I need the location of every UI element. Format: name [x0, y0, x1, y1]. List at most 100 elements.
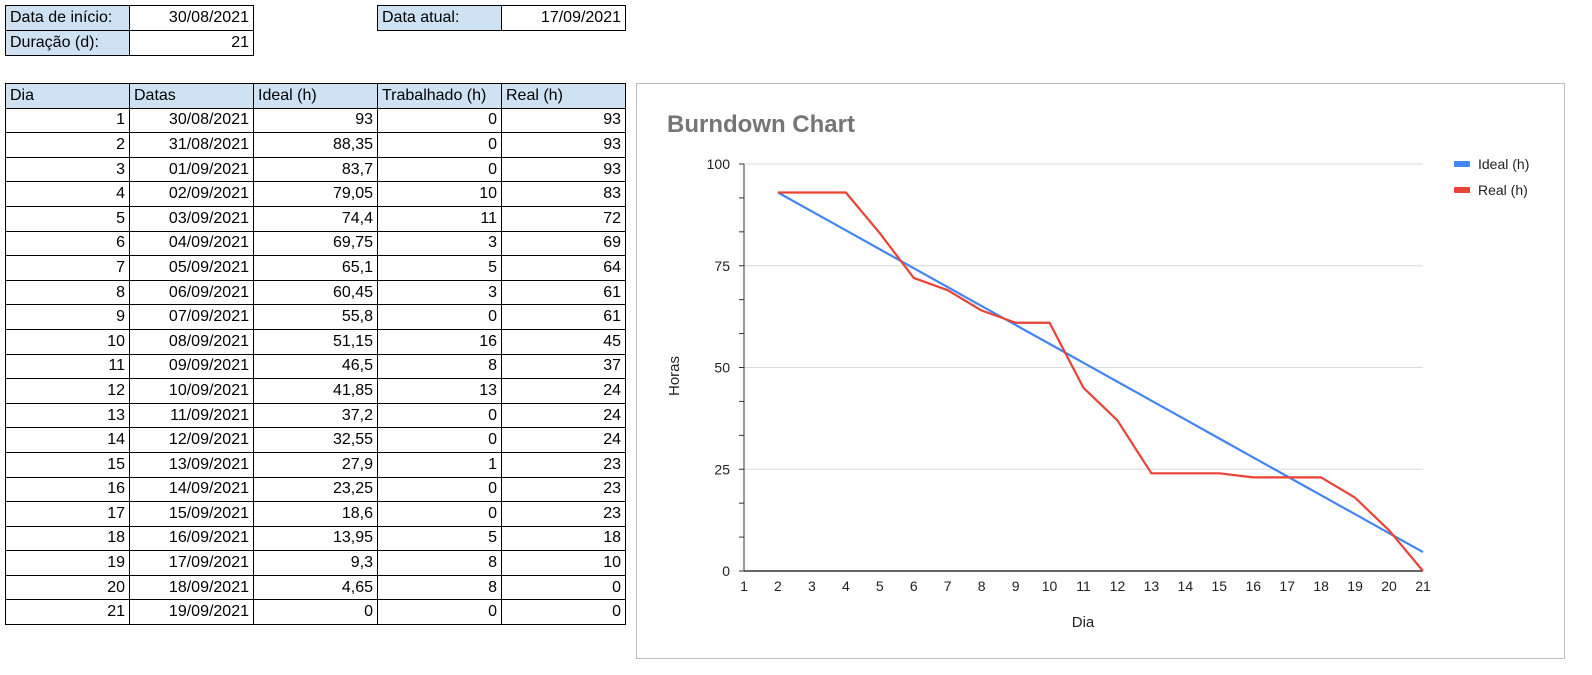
cell-dia[interactable]: 14	[5, 427, 130, 453]
cell-data[interactable]: 13/09/2021	[129, 451, 254, 478]
cell-real[interactable]: 23	[501, 476, 626, 503]
cell-ideal[interactable]: 79,05	[253, 181, 378, 207]
cell-real[interactable]: 93	[501, 132, 626, 158]
cell-trabalhado[interactable]: 3	[377, 279, 502, 306]
cell-trabalhado[interactable]: 10	[377, 181, 502, 207]
cell-ideal[interactable]: 0	[253, 599, 378, 626]
cell-data[interactable]: 14/09/2021	[129, 476, 254, 503]
cell-real[interactable]: 69	[501, 230, 626, 257]
cell-dia[interactable]: 19	[5, 550, 130, 576]
cell-trabalhado[interactable]: 16	[377, 328, 502, 355]
cell-ideal[interactable]: 18,6	[253, 501, 378, 527]
cell-data[interactable]: 05/09/2021	[129, 255, 254, 281]
cell-dia[interactable]: 11	[5, 353, 130, 380]
cell-real[interactable]: 83	[501, 181, 626, 207]
cell-ideal[interactable]: 32,55	[253, 427, 378, 453]
cell-trabalhado[interactable]: 0	[377, 476, 502, 503]
cell-trabalhado[interactable]: 0	[377, 156, 502, 183]
cell-ideal[interactable]: 27,9	[253, 451, 378, 478]
cell-data[interactable]: 03/09/2021	[129, 205, 254, 232]
cell-ideal[interactable]: 37,2	[253, 402, 378, 429]
cell-trabalhado[interactable]: 0	[377, 599, 502, 626]
cell-ideal[interactable]: 88,35	[253, 132, 378, 158]
cell-data[interactable]: 31/08/2021	[129, 132, 254, 158]
cell-trabalhado[interactable]: 0	[377, 402, 502, 429]
cell-ideal[interactable]: 74,4	[253, 205, 378, 232]
cell-dia[interactable]: 20	[5, 574, 130, 601]
cell-real[interactable]: 0	[501, 599, 626, 626]
cell-data[interactable]: 01/09/2021	[129, 156, 254, 183]
cell-real[interactable]: 24	[501, 378, 626, 404]
cell-trabalhado[interactable]: 0	[377, 501, 502, 527]
cell-ideal[interactable]: 41,85	[253, 378, 378, 404]
cell-real[interactable]: 64	[501, 255, 626, 281]
cell-real[interactable]: 23	[501, 501, 626, 527]
cell-trabalhado[interactable]: 0	[377, 107, 502, 134]
cell-dia[interactable]: 9	[5, 304, 130, 330]
cell-dia[interactable]: 16	[5, 476, 130, 503]
cell-ideal[interactable]: 13,95	[253, 525, 378, 552]
cell-data[interactable]: 07/09/2021	[129, 304, 254, 330]
cell-dia[interactable]: 10	[5, 328, 130, 355]
column-header-dia[interactable]: Dia	[5, 83, 130, 109]
cell-real[interactable]: 18	[501, 525, 626, 552]
start-date-value[interactable]: 30/08/2021	[129, 5, 254, 31]
current-date-value[interactable]: 17/09/2021	[501, 5, 626, 31]
cell-dia[interactable]: 1	[5, 107, 130, 134]
cell-real[interactable]: 61	[501, 304, 626, 330]
cell-data[interactable]: 10/09/2021	[129, 378, 254, 404]
cell-trabalhado[interactable]: 0	[377, 304, 502, 330]
cell-dia[interactable]: 8	[5, 279, 130, 306]
cell-real[interactable]: 37	[501, 353, 626, 380]
cell-dia[interactable]: 12	[5, 378, 130, 404]
cell-data[interactable]: 08/09/2021	[129, 328, 254, 355]
cell-data[interactable]: 15/09/2021	[129, 501, 254, 527]
cell-real[interactable]: 24	[501, 427, 626, 453]
cell-data[interactable]: 06/09/2021	[129, 279, 254, 306]
cell-trabalhado[interactable]: 13	[377, 378, 502, 404]
cell-trabalhado[interactable]: 11	[377, 205, 502, 232]
cell-dia[interactable]: 7	[5, 255, 130, 281]
cell-dia[interactable]: 13	[5, 402, 130, 429]
cell-ideal[interactable]: 55,8	[253, 304, 378, 330]
series-line-ideal[interactable]	[777, 191, 1424, 554]
cell-ideal[interactable]: 60,45	[253, 279, 378, 306]
cell-data[interactable]: 12/09/2021	[129, 427, 254, 453]
cell-data[interactable]: 11/09/2021	[129, 402, 254, 429]
cell-trabalhado[interactable]: 5	[377, 525, 502, 552]
cell-trabalhado[interactable]: 8	[377, 550, 502, 576]
cell-data[interactable]: 18/09/2021	[129, 574, 254, 601]
cell-trabalhado[interactable]: 8	[377, 574, 502, 601]
cell-data[interactable]: 17/09/2021	[129, 550, 254, 576]
cell-real[interactable]: 24	[501, 402, 626, 429]
cell-dia[interactable]: 3	[5, 156, 130, 183]
series-line-real[interactable]	[777, 191, 1424, 572]
cell-real[interactable]: 61	[501, 279, 626, 306]
burndown-chart-panel[interactable]: Burndown Chart 0 25 50 75 100 1 2 3 4 5 6 7 8 9 10 11 12…	[636, 83, 1565, 659]
cell-data[interactable]: 04/09/2021	[129, 230, 254, 257]
cell-data[interactable]: 09/09/2021	[129, 353, 254, 380]
cell-ideal[interactable]: 93	[253, 107, 378, 134]
cell-ideal[interactable]: 65,1	[253, 255, 378, 281]
cell-data[interactable]: 02/09/2021	[129, 181, 254, 207]
cell-ideal[interactable]: 69,75	[253, 230, 378, 257]
cell-real[interactable]: 23	[501, 451, 626, 478]
cell-ideal[interactable]: 46,5	[253, 353, 378, 380]
cell-trabalhado[interactable]: 0	[377, 132, 502, 158]
column-header-ideal[interactable]: Ideal (h)	[253, 83, 378, 109]
cell-real[interactable]: 72	[501, 205, 626, 232]
cell-dia[interactable]: 15	[5, 451, 130, 478]
cell-dia[interactable]: 6	[5, 230, 130, 257]
cell-ideal[interactable]: 51,15	[253, 328, 378, 355]
cell-dia[interactable]: 4	[5, 181, 130, 207]
cell-real[interactable]: 10	[501, 550, 626, 576]
column-header-real[interactable]: Real (h)	[501, 83, 626, 109]
cell-trabalhado[interactable]: 8	[377, 353, 502, 380]
cell-ideal[interactable]: 4,65	[253, 574, 378, 601]
cell-real[interactable]: 93	[501, 107, 626, 134]
cell-ideal[interactable]: 9,3	[253, 550, 378, 576]
cell-trabalhado[interactable]: 1	[377, 451, 502, 478]
cell-data[interactable]: 16/09/2021	[129, 525, 254, 552]
column-header-datas[interactable]: Datas	[129, 83, 254, 109]
cell-dia[interactable]: 21	[5, 599, 130, 626]
